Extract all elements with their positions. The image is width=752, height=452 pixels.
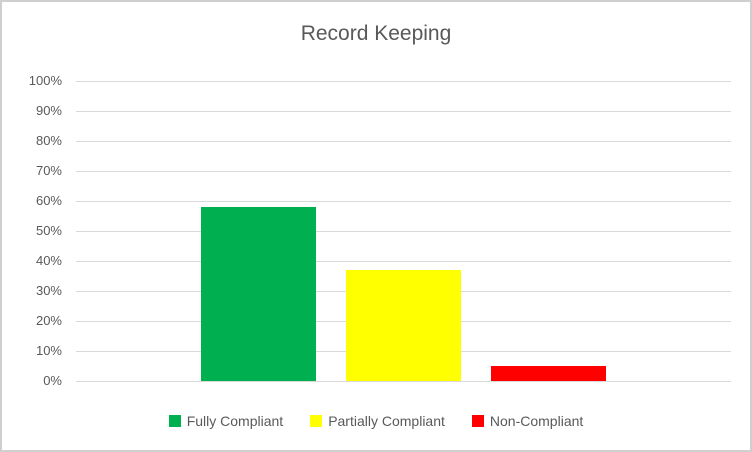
y-axis-label: 90% [35, 103, 62, 118]
gridline [76, 81, 731, 82]
y-axis-label: 50% [35, 223, 62, 238]
legend-swatch-icon [168, 415, 181, 427]
plot-area [76, 81, 731, 382]
legend-item: Partially Compliant [310, 413, 445, 429]
y-axis-label: 40% [35, 253, 62, 268]
y-axis-label: 100% [28, 73, 62, 88]
legend-label: Fully Compliant [186, 413, 284, 429]
chart-title: Record Keeping [300, 22, 452, 45]
legend-swatch-icon [471, 415, 484, 427]
gridline [76, 111, 731, 112]
y-axis-label: 20% [35, 313, 62, 328]
legend: Fully Compliant Partially Compliant Non-Co… [2, 413, 750, 429]
y-axis-label: 70% [35, 163, 62, 178]
gridline [76, 201, 731, 202]
bar-non-compliant [491, 366, 606, 381]
gridline [76, 231, 731, 232]
legend-item: Non-Compliant [471, 413, 584, 429]
bar-partially-compliant [346, 270, 461, 381]
y-axis-label: 30% [35, 283, 62, 298]
legend-label: Non-Compliant [489, 413, 584, 429]
y-axis-label: 10% [35, 343, 62, 358]
legend-label: Partially Compliant [328, 413, 445, 429]
bar-fully-compliant [201, 207, 316, 381]
gridline [76, 171, 731, 172]
legend-item: Fully Compliant [168, 413, 284, 429]
legend-swatch-icon [310, 415, 323, 427]
y-axis-label: 80% [35, 133, 62, 148]
gridline [76, 141, 731, 142]
y-axis-label: 0% [43, 373, 62, 388]
gridline [76, 261, 731, 262]
gridline [76, 381, 731, 382]
y-axis-label: 60% [35, 193, 62, 208]
